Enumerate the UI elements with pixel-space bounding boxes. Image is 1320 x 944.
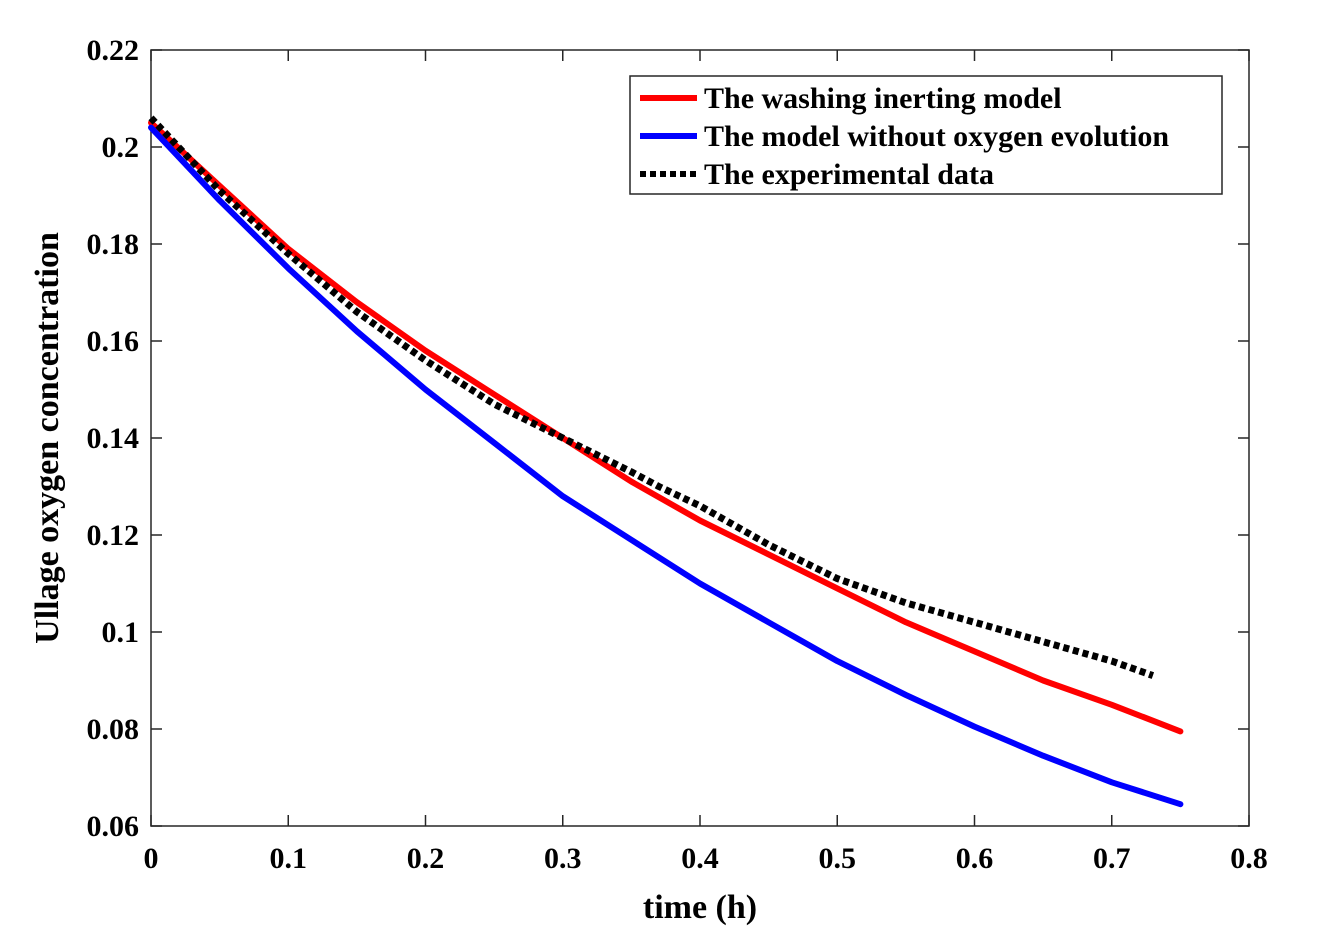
legend: The washing inerting model The model wit… xyxy=(629,75,1223,195)
series-line-experimental xyxy=(148,115,1155,679)
y-tick-label: 0.08 xyxy=(87,713,140,746)
y-axis-label: Ullage oxygen concentration xyxy=(29,232,66,644)
x-tick-label: 0.6 xyxy=(956,842,994,875)
x-tick-label: 0.3 xyxy=(544,842,582,875)
y-tick-label: 0.06 xyxy=(87,810,140,843)
x-tick-label: 0.8 xyxy=(1230,842,1268,875)
legend-label-no-evolution-model: The model without oxygen evolution xyxy=(704,120,1169,153)
legend-label-experimental: The experimental data xyxy=(704,158,994,191)
y-tick-label: 0.18 xyxy=(87,228,140,261)
y-tick-label: 0.16 xyxy=(87,325,140,358)
legend-box xyxy=(629,75,1223,195)
legend-label-washing-model: The washing inerting model xyxy=(704,82,1062,115)
series-layer xyxy=(148,115,1184,808)
series-line-washing-model xyxy=(148,119,1184,735)
series-line-no-evolution-model xyxy=(148,124,1184,808)
x-tick-label: 0.2 xyxy=(407,842,445,875)
x-tick-label: 0.4 xyxy=(681,842,719,875)
y-tick-label: 0.12 xyxy=(87,519,140,552)
y-tick-label: 0.1 xyxy=(102,616,140,649)
tick-layer: 0 0.1 0.2 0.3 0.4 0.5 0.6 0.7 0.8 0.06 0.08 0.1 0.12… xyxy=(87,34,1268,875)
x-tick-label: 0 xyxy=(144,842,159,875)
y-tick-label: 0.22 xyxy=(87,34,140,67)
x-tick-label: 0.1 xyxy=(270,842,308,875)
x-tick-label: 0.5 xyxy=(819,842,857,875)
y-tick-label: 0.14 xyxy=(87,422,140,455)
x-tick-label: 0.7 xyxy=(1093,842,1131,875)
y-tick-label: 0.2 xyxy=(102,131,140,164)
x-axis-label: time (h) xyxy=(643,889,757,926)
